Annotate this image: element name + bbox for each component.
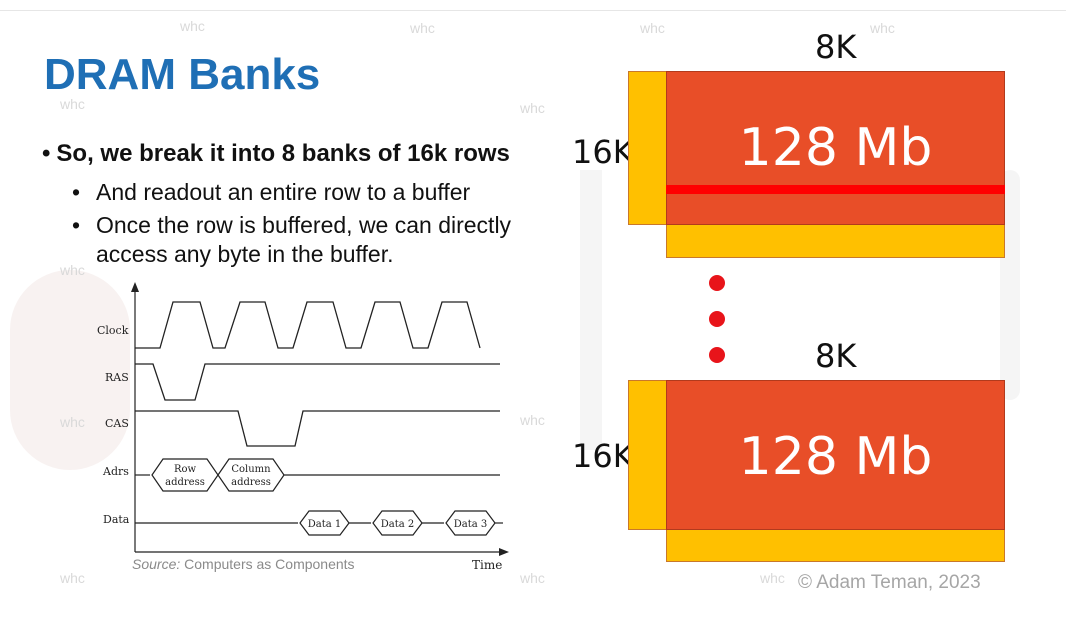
column-address-label: Column bbox=[231, 464, 271, 475]
bank-1-row-buffer bbox=[666, 223, 1005, 258]
time-axis-label: Time bbox=[472, 558, 503, 572]
watermark-text: whc bbox=[520, 570, 545, 586]
ras-waveform bbox=[135, 363, 500, 401]
bank-2-rows-label: 16K bbox=[572, 437, 634, 475]
signal-label-cas: CAS bbox=[105, 417, 129, 430]
sub-bullet-2: • Once the row is buffered, we can direc… bbox=[72, 211, 564, 269]
watermark-text: whc bbox=[60, 96, 85, 112]
y-axis-arrow bbox=[131, 282, 139, 292]
source-prefix: Source: bbox=[132, 556, 181, 572]
ellipsis-dot bbox=[709, 347, 725, 363]
watermark-text: whc bbox=[60, 262, 85, 278]
row-address-label-2: address bbox=[165, 477, 205, 488]
sub-bullet-text: And readout an entire row to a buffer bbox=[96, 179, 471, 205]
sub-bullet-text: Once the row is buffered, we can directl… bbox=[96, 212, 512, 267]
x-axis-arrow bbox=[499, 548, 509, 556]
watermark-logo-bar-2 bbox=[1000, 170, 1020, 400]
watermark-text: whc bbox=[870, 20, 895, 36]
bank-1-capacity: 128 Mb bbox=[738, 118, 933, 178]
watermark-text: whc bbox=[520, 412, 545, 428]
bank-1-row-decoder bbox=[628, 71, 668, 225]
copyright-notice: © Adam Teman, 2023 bbox=[798, 572, 981, 593]
row-address-label: Row bbox=[174, 464, 197, 475]
watermark-logo-bar bbox=[580, 170, 602, 450]
data-3-label: Data 3 bbox=[454, 519, 488, 530]
bank-2-cols-label: 8K bbox=[815, 337, 857, 375]
slide-title: DRAM Banks bbox=[44, 50, 321, 99]
signal-label-adrs: Adrs bbox=[102, 465, 129, 478]
main-bullet: • So, we break it into 8 banks of 16k row… bbox=[42, 140, 510, 168]
top-divider bbox=[0, 10, 1066, 11]
bank-2-array: 128 Mb bbox=[666, 380, 1005, 530]
cas-waveform bbox=[135, 410, 500, 447]
bullet-dot: • bbox=[42, 140, 51, 167]
ellipsis-dot bbox=[709, 275, 725, 291]
watermark-text: whc bbox=[760, 570, 785, 586]
bullet-dot: • bbox=[72, 179, 81, 205]
signal-label-ras: RAS bbox=[105, 371, 129, 384]
bullet-dot: • bbox=[72, 212, 81, 238]
signal-label-clock: Clock bbox=[97, 324, 129, 337]
sub-bullet-1: • And readout an entire row to a buffer bbox=[72, 178, 554, 207]
timing-diagram: Clock RAS CAS Adrs Data Row address Colu… bbox=[97, 282, 509, 556]
ellipsis-dot bbox=[709, 311, 725, 327]
bank-1-selected-row bbox=[666, 185, 1005, 194]
watermark-text: whc bbox=[410, 20, 435, 36]
bank-2-row-decoder bbox=[628, 380, 668, 530]
watermark-logo-left bbox=[10, 270, 130, 470]
bank-1-array: 128 Mb bbox=[666, 71, 1005, 225]
column-address-label-2: address bbox=[231, 477, 271, 488]
bank-1-cols-label: 8K bbox=[815, 28, 857, 66]
watermark-text: whc bbox=[60, 414, 85, 430]
source-citation: Source: Computers as Components bbox=[132, 556, 355, 572]
watermark-text: whc bbox=[640, 20, 665, 36]
watermark-text: whc bbox=[520, 100, 545, 116]
data-2-label: Data 2 bbox=[381, 519, 415, 530]
watermark-text: whc bbox=[60, 570, 85, 586]
main-bullet-text: So, we break it into 8 banks of 16k rows bbox=[56, 140, 510, 167]
bank-2-capacity: 128 Mb bbox=[738, 427, 933, 487]
clock-waveform bbox=[135, 301, 481, 349]
source-text: Computers as Components bbox=[184, 556, 355, 572]
bank-2-row-buffer bbox=[666, 528, 1005, 562]
data-1-label: Data 1 bbox=[308, 519, 342, 530]
signal-label-data: Data bbox=[103, 513, 130, 526]
bank-1-rows-label: 16K bbox=[572, 133, 634, 171]
watermark-text: whc bbox=[180, 18, 205, 34]
